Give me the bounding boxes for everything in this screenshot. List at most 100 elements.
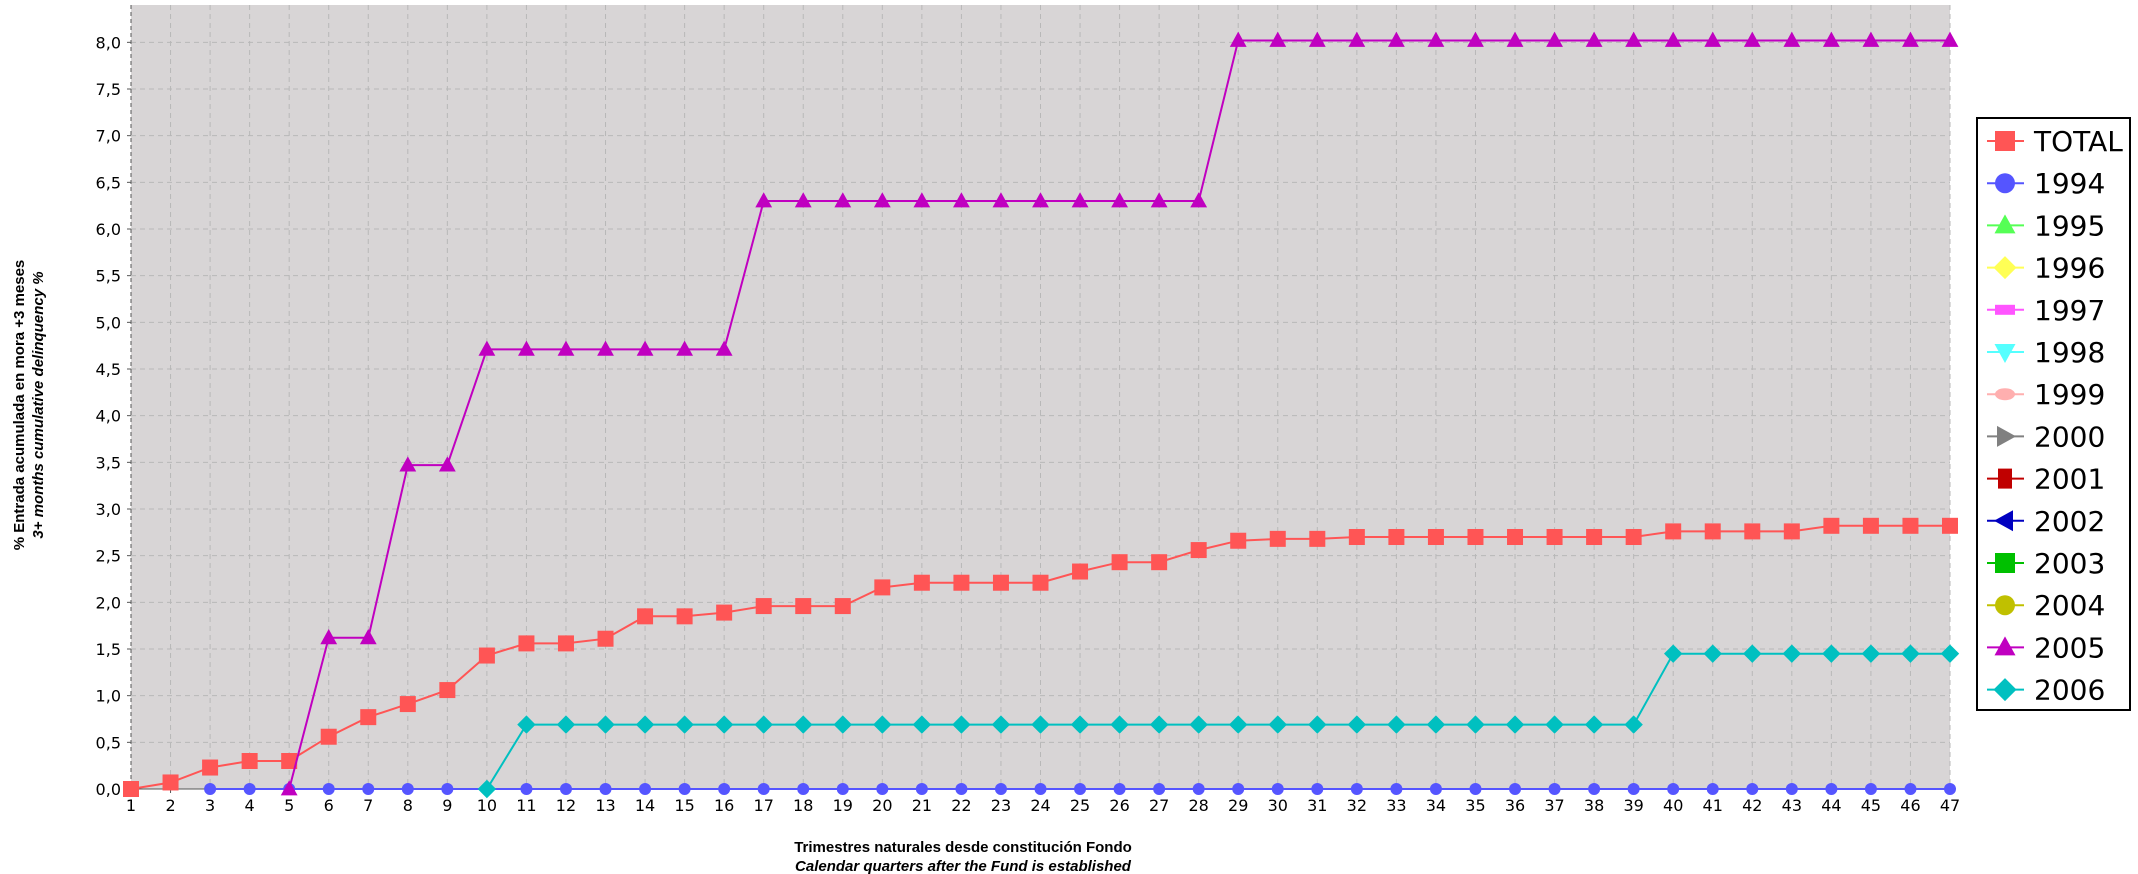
legend-item-1994: 1994 [1987, 167, 2105, 200]
data-point-2005 [1467, 31, 1484, 47]
data-point-2006 [1031, 715, 1050, 734]
data-point-2005 [1427, 31, 1445, 47]
data-point-total [518, 635, 535, 652]
data-point-total [1625, 529, 1642, 545]
legend-label: 2002 [2034, 505, 2105, 538]
data-point-1994 [362, 783, 375, 795]
data-point-1994 [1034, 783, 1047, 795]
data-point-2006 [1901, 644, 1920, 663]
data-point-1994 [915, 783, 928, 795]
x-tick-label: 43 [1782, 796, 1802, 815]
legend-item-total: TOTAL [1987, 125, 2123, 158]
x-tick-label: 35 [1465, 796, 1485, 815]
series-1994 [204, 783, 1956, 795]
data-point-1994 [876, 783, 889, 795]
x-tick-label: 47 [1940, 796, 1960, 815]
legend-marker [1994, 344, 2016, 363]
data-point-2005 [1941, 31, 1959, 47]
data-point-2005 [438, 456, 456, 472]
data-point-2006 [1861, 644, 1881, 663]
legend-item-2004: 2004 [1987, 589, 2105, 622]
data-point-2005 [1862, 31, 1880, 47]
data-point-1994 [639, 783, 652, 795]
data-point-2005 [399, 456, 417, 472]
legend-marker [1995, 388, 2015, 401]
data-point-1994 [1706, 783, 1719, 795]
data-point-2005 [1506, 31, 1524, 47]
data-point-total [1072, 563, 1089, 580]
y-tick-label: 6,0 [96, 220, 121, 239]
data-point-2006 [1426, 715, 1446, 734]
data-point-total [1586, 529, 1603, 545]
legend-item-2006: 2006 [1987, 674, 2105, 707]
x-tick-label: 31 [1307, 796, 1327, 815]
data-point-1994 [1627, 783, 1640, 795]
data-point-2005 [597, 340, 614, 356]
y-tick-label: 4,0 [96, 407, 121, 426]
data-point-total [1111, 554, 1128, 571]
data-point-2005 [1704, 31, 1722, 47]
data-point-2005 [1071, 192, 1089, 208]
series-2006 [477, 644, 1960, 799]
x-tick-labels: 1 2 3 4 5 6 7 8 9 10 11 12 13 14 15 16 17 18 19 20 21 22 23 24 2… [126, 789, 1960, 815]
data-point-total [1190, 542, 1207, 559]
x-tick-label: 22 [951, 796, 971, 815]
data-point-total [1467, 529, 1484, 545]
x-tick-label: 42 [1742, 796, 1762, 815]
data-point-2006 [1703, 644, 1722, 663]
data-point-2005 [873, 192, 891, 208]
y-tick-label: 0,0 [96, 780, 121, 799]
legend-label: 1997 [2034, 294, 2105, 327]
x-tick-label: 9 [442, 796, 452, 815]
legend-marker [1997, 425, 2016, 447]
data-point-total [1823, 517, 1840, 534]
legend-marker [1993, 256, 2017, 280]
data-point-total [478, 647, 495, 664]
data-point-2006 [635, 715, 655, 734]
data-point-1994 [599, 783, 612, 795]
data-point-2006 [1743, 644, 1762, 663]
data-point-1994 [1074, 783, 1087, 795]
data-point-total [1546, 529, 1563, 545]
data-point-2006 [675, 715, 694, 734]
data-point-2005 [1585, 31, 1603, 47]
legend-item-2002: 2002 [1987, 505, 2105, 538]
data-point-total [1704, 523, 1721, 540]
data-point-total [676, 608, 693, 625]
data-point-1994 [1113, 783, 1126, 795]
data-point-2005 [280, 780, 298, 796]
data-point-total [755, 598, 772, 615]
legend-label: 2005 [2034, 631, 2105, 664]
x-tick-label: 15 [674, 796, 694, 815]
data-point-total [1744, 523, 1761, 540]
data-point-2006 [1505, 715, 1525, 734]
x-tick-label: 13 [595, 796, 615, 815]
y-tick-label: 6,5 [96, 173, 121, 192]
data-point-2006 [1624, 715, 1643, 734]
data-point-1994 [836, 783, 849, 795]
legend-label: 1999 [2034, 378, 2105, 411]
legend-marker [1994, 510, 2013, 532]
x-tick-label: 41 [1703, 796, 1723, 815]
x-tick-label: 7 [363, 796, 373, 815]
data-point-2005 [992, 192, 1010, 208]
x-tick-label: 1 [126, 796, 136, 815]
y-tick-label: 0,5 [96, 733, 121, 752]
series-2005 [280, 31, 1959, 796]
y-tick-labels: 0,0 0,5 1,0 1,5 2,0 2,5 3,0 3,5 4,0 4,5 5,0 5,5 6,0 6… [96, 33, 131, 799]
y-tick-label: 1,0 [96, 687, 121, 706]
data-point-total [1427, 529, 1444, 545]
data-point-total [241, 753, 258, 769]
data-point-total [1230, 532, 1247, 549]
data-point-total [597, 630, 614, 647]
data-point-total [557, 635, 574, 652]
data-point-total [1783, 523, 1800, 540]
data-point-total [1269, 530, 1286, 547]
x-tick-label: 36 [1505, 796, 1525, 815]
x-tick-label: 25 [1070, 796, 1090, 815]
x-tick-label: 2 [165, 796, 175, 815]
data-point-2006 [1663, 644, 1683, 663]
data-point-2005 [1190, 192, 1208, 208]
data-point-2005 [1546, 31, 1563, 47]
